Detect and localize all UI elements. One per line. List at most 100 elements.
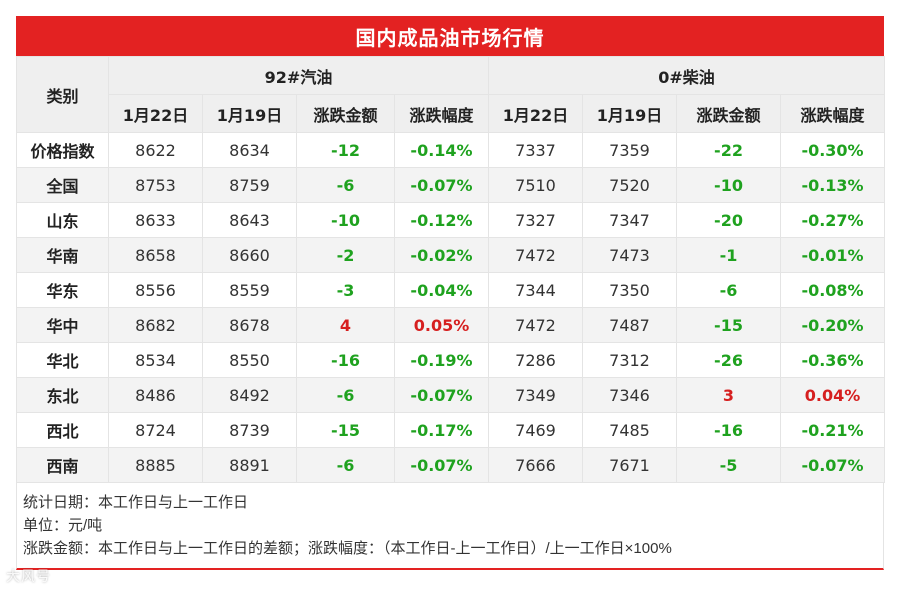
row-category: 华东 <box>16 272 109 308</box>
gasoline-price-2: 8559 <box>202 272 297 308</box>
gasoline-change: -6 <box>296 377 395 413</box>
notes: 统计日期：本工作日与上一工作日 单位：元/吨 涨跌金额：本工作日与上一工作日的差… <box>16 483 884 570</box>
diesel-change-pct: -0.07% <box>779 447 886 483</box>
gasoline-change: -10 <box>296 202 395 238</box>
gasoline-change: -16 <box>296 342 395 378</box>
gasoline-change-pct: -0.12% <box>394 202 489 238</box>
col-header-diesel-pct: 涨跌幅度 <box>779 94 886 133</box>
diesel-change: 3 <box>676 377 781 413</box>
diesel-change: -22 <box>676 132 781 168</box>
price-table-card: 国内成品油市场行情 类别 92#汽油 0#柴油 1月22日 1月19日 涨跌金额… <box>16 16 886 570</box>
table-row: 华南 8658 8660 -2 -0.02% 7472 7473 -1 -0.01% <box>16 237 886 273</box>
gasoline-change: -12 <box>296 132 395 168</box>
gasoline-price-2: 8634 <box>202 132 297 168</box>
row-category: 华中 <box>16 307 109 343</box>
diesel-price-1: 7510 <box>488 167 583 203</box>
row-category: 西北 <box>16 412 109 448</box>
diesel-price-2: 7347 <box>582 202 677 238</box>
row-category: 山东 <box>16 202 109 238</box>
row-category: 西南 <box>16 447 109 483</box>
gasoline-change-pct: -0.07% <box>394 447 489 483</box>
diesel-price-2: 7346 <box>582 377 677 413</box>
gasoline-price-1: 8682 <box>108 307 203 343</box>
gasoline-change-pct: -0.14% <box>394 132 489 168</box>
diesel-price-1: 7666 <box>488 447 583 483</box>
table-row: 华中 8682 8678 4 0.05% 7472 7487 -15 -0.20% <box>16 307 886 343</box>
diesel-change-pct: -0.20% <box>779 307 886 343</box>
gasoline-change: -6 <box>296 447 395 483</box>
table-row: 华北 8534 8550 -16 -0.19% 7286 7312 -26 -0.36% <box>16 342 886 378</box>
gasoline-price-1: 8885 <box>108 447 203 483</box>
diesel-change-pct: -0.30% <box>779 132 886 168</box>
gasoline-price-2: 8643 <box>202 202 297 238</box>
diesel-change-pct: -0.21% <box>779 412 886 448</box>
note-date: 统计日期：本工作日与上一工作日 <box>23 494 249 511</box>
diesel-change: -26 <box>676 342 781 378</box>
diesel-price-1: 7472 <box>488 307 583 343</box>
col-header-gasoline-date-2: 1月19日 <box>202 94 297 133</box>
diesel-header: 0#柴油 <box>487 56 886 95</box>
col-header-diesel-date-2: 1月19日 <box>582 94 677 133</box>
table-title: 国内成品油市场行情 <box>16 16 884 56</box>
gasoline-price-2: 8739 <box>202 412 297 448</box>
diesel-change-pct: -0.01% <box>779 237 886 273</box>
note-definition: 涨跌金额：本工作日与上一工作日的差额；涨跌幅度：（本工作日-上一工作日）/上一工… <box>23 540 672 557</box>
gasoline-change: -6 <box>296 167 395 203</box>
gasoline-change: -15 <box>296 412 395 448</box>
diesel-change: -20 <box>676 202 781 238</box>
note-unit: 单位：元/吨 <box>23 517 103 534</box>
col-header-diesel-change: 涨跌金额 <box>676 94 781 133</box>
diesel-change: -15 <box>676 307 781 343</box>
diesel-price-1: 7472 <box>488 237 583 273</box>
diesel-change-pct: 0.04% <box>779 377 886 413</box>
diesel-price-2: 7520 <box>582 167 677 203</box>
diesel-price-1: 7344 <box>488 272 583 308</box>
gasoline-price-1: 8633 <box>108 202 203 238</box>
gasoline-change-pct: -0.17% <box>394 412 489 448</box>
diesel-change: -5 <box>676 447 781 483</box>
diesel-change: -6 <box>676 272 781 308</box>
diesel-change-pct: -0.08% <box>779 272 886 308</box>
diesel-price-2: 7359 <box>582 132 677 168</box>
gasoline-header: 92#汽油 <box>108 56 489 95</box>
gasoline-change: 4 <box>296 307 395 343</box>
col-header-gasoline-date-1: 1月22日 <box>108 94 203 133</box>
diesel-price-2: 7473 <box>582 237 677 273</box>
gasoline-change: -3 <box>296 272 395 308</box>
gasoline-price-2: 8550 <box>202 342 297 378</box>
diesel-price-1: 7337 <box>488 132 583 168</box>
col-header-gasoline-change: 涨跌金额 <box>296 94 395 133</box>
gasoline-price-2: 8678 <box>202 307 297 343</box>
gasoline-price-1: 8724 <box>108 412 203 448</box>
diesel-price-2: 7485 <box>582 412 677 448</box>
diesel-change-pct: -0.36% <box>779 342 886 378</box>
row-category: 全国 <box>16 167 109 203</box>
table-row: 全国 8753 8759 -6 -0.07% 7510 7520 -10 -0.13% <box>16 167 886 203</box>
col-header-gasoline-pct: 涨跌幅度 <box>394 94 489 133</box>
col-header-diesel-date-1: 1月22日 <box>488 94 583 133</box>
diesel-change: -10 <box>676 167 781 203</box>
gasoline-change-pct: -0.07% <box>394 167 489 203</box>
diesel-price-1: 7469 <box>488 412 583 448</box>
gasoline-price-2: 8492 <box>202 377 297 413</box>
diesel-price-1: 7286 <box>488 342 583 378</box>
gasoline-change-pct: -0.02% <box>394 237 489 273</box>
gasoline-change-pct: -0.07% <box>394 377 489 413</box>
gasoline-change: -2 <box>296 237 395 273</box>
diesel-price-1: 7327 <box>488 202 583 238</box>
diesel-price-2: 7350 <box>582 272 677 308</box>
gasoline-price-1: 8658 <box>108 237 203 273</box>
gasoline-change-pct: -0.19% <box>394 342 489 378</box>
diesel-price-2: 7671 <box>582 447 677 483</box>
table-row: 西南 8885 8891 -6 -0.07% 7666 7671 -5 -0.07% <box>16 447 886 483</box>
gasoline-price-1: 8534 <box>108 342 203 378</box>
gasoline-price-1: 8556 <box>108 272 203 308</box>
gasoline-price-2: 8891 <box>202 447 297 483</box>
row-category: 东北 <box>16 377 109 413</box>
category-header: 类别 <box>16 56 109 133</box>
table-row: 价格指数 8622 8634 -12 -0.14% 7337 7359 -22 -0.30% <box>16 132 886 168</box>
diesel-change: -1 <box>676 237 781 273</box>
price-table: 类别 92#汽油 0#柴油 1月22日 1月19日 涨跌金额 涨跌幅度 1月22… <box>16 56 886 483</box>
table-row: 山东 8633 8643 -10 -0.12% 7327 7347 -20 -0.27% <box>16 202 886 238</box>
diesel-change-pct: -0.27% <box>779 202 886 238</box>
